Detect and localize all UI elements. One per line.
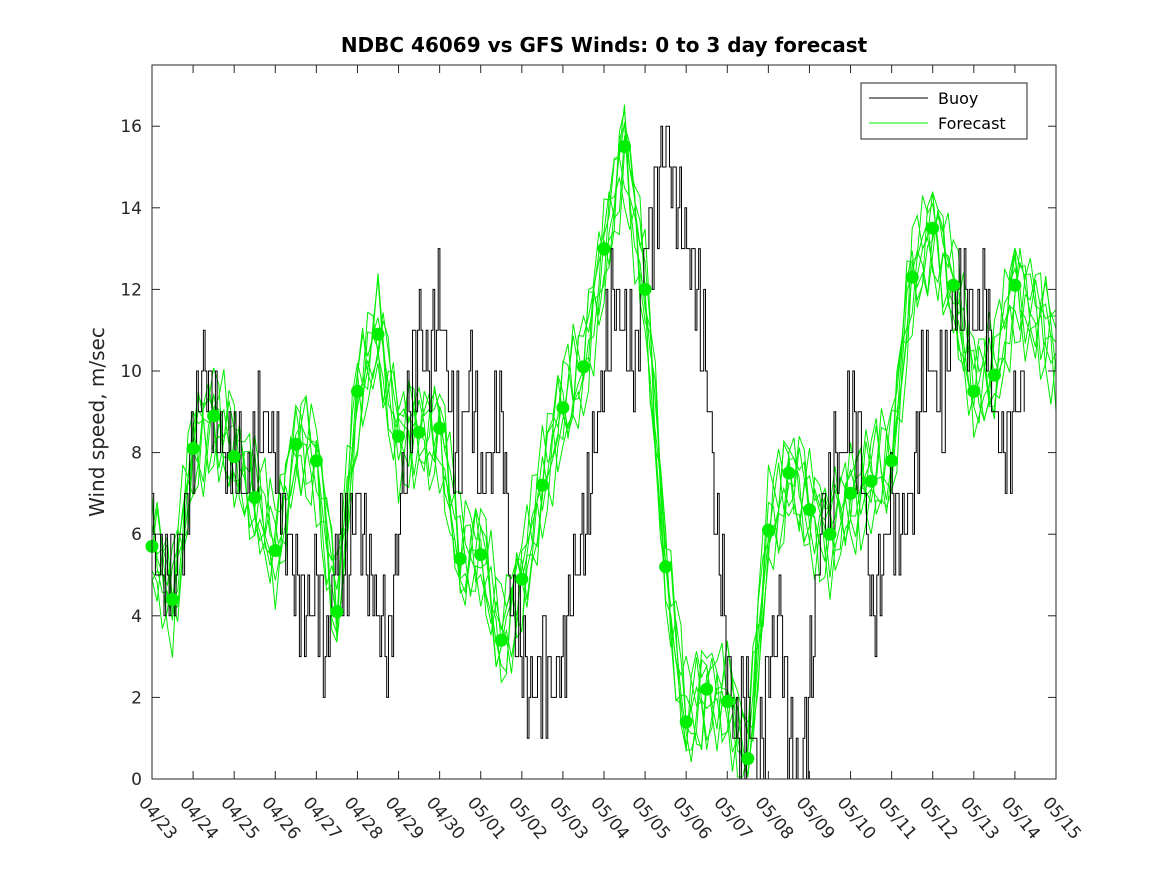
forecast-marker <box>309 454 323 468</box>
forecast-marker <box>392 429 405 443</box>
forecast-marker <box>474 548 488 562</box>
legend: Buoy Forecast <box>860 82 1028 140</box>
forecast-marker <box>761 523 775 537</box>
forecast-marker <box>720 695 734 708</box>
y-tick-label: 4 <box>131 607 142 627</box>
forecast-marker <box>453 552 467 566</box>
forecast-marker <box>700 682 714 696</box>
forecast-marker <box>844 486 857 500</box>
forecast-line <box>151 104 1057 778</box>
y-tick-label: 14 <box>120 199 142 219</box>
forecast-marker <box>926 221 940 235</box>
forecast-marker <box>330 605 344 619</box>
forecast-marker <box>494 633 508 647</box>
forecast-marker <box>803 503 816 517</box>
y-tick-label: 8 <box>131 444 142 464</box>
forecast-line <box>151 156 1057 763</box>
forecast-marker <box>556 401 570 415</box>
forecast-marker <box>433 421 447 435</box>
buoy-series-line <box>152 125 1025 780</box>
legend-forecast-label: Forecast <box>938 114 1006 133</box>
forecast-line <box>151 110 1057 778</box>
forecast-marker <box>987 368 1001 382</box>
forecast-marker <box>268 544 282 557</box>
forecast-line <box>151 148 1057 751</box>
y-axis-label: Wind speed, m/sec <box>85 327 109 517</box>
forecast-marker <box>186 442 200 455</box>
chart-title: NDBC 46069 vs GFS Winds: 0 to 3 day fore… <box>341 33 868 57</box>
forecast-marker <box>679 715 693 729</box>
forecast-marker <box>166 593 179 606</box>
buoy-line <box>152 125 1025 780</box>
forecast-marker <box>535 478 549 492</box>
forecast-marker <box>885 454 899 468</box>
y-tick-label: 10 <box>120 362 142 382</box>
forecast-line <box>151 122 1057 778</box>
forecast-marker <box>207 409 221 423</box>
forecast-marker <box>946 278 960 292</box>
forecast-marker <box>967 384 981 398</box>
forecast-marker <box>638 282 652 296</box>
forecast-marker <box>577 360 590 374</box>
legend-box <box>860 82 1028 140</box>
forecast-marker <box>351 384 364 398</box>
forecast-line <box>151 124 1057 778</box>
forecast-marker <box>289 437 303 451</box>
forecast-marker <box>659 560 673 574</box>
forecast-marker <box>248 491 262 504</box>
forecast-marker <box>412 425 426 439</box>
y-tick-label: 6 <box>131 525 142 545</box>
forecast-marker <box>515 572 529 586</box>
forecast-marker <box>905 270 919 284</box>
forecast-marker <box>823 527 837 541</box>
y-tick-label: 12 <box>120 280 142 300</box>
legend-buoy-label: Buoy <box>938 89 978 108</box>
forecast-lines <box>151 104 1057 778</box>
y-axis: 0 2 4 6 8 10 12 14 16 <box>120 117 1056 790</box>
forecast-marker <box>741 752 755 766</box>
y-tick-label: 16 <box>120 117 142 137</box>
forecast-marker <box>597 242 611 256</box>
forecast-marker <box>371 327 385 341</box>
forecast-markers <box>145 140 1022 766</box>
forecast-marker <box>1008 278 1022 292</box>
forecast-marker <box>227 450 241 464</box>
forecast-marker <box>618 140 631 154</box>
forecast-marker <box>864 474 878 488</box>
forecast-marker <box>782 466 796 480</box>
y-tick-label: 2 <box>131 688 142 708</box>
plot-area <box>145 104 1057 780</box>
y-tick-label: 0 <box>131 770 142 790</box>
